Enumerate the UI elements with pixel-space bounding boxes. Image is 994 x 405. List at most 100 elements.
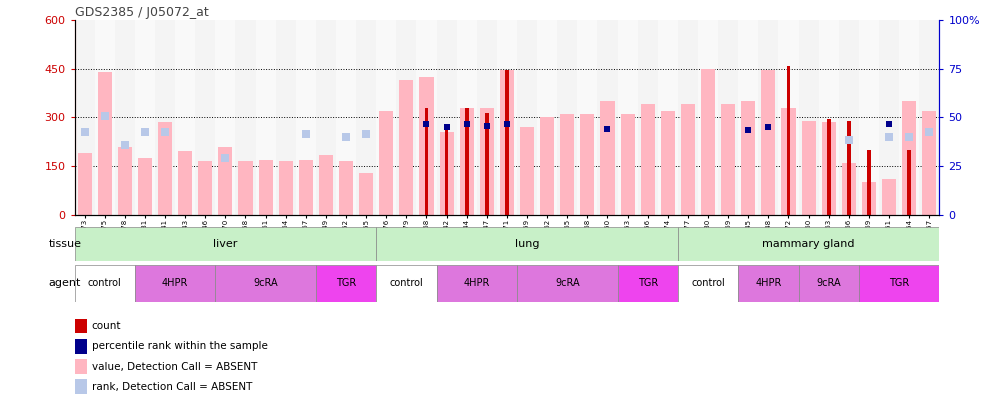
Bar: [739, 265, 798, 302]
Text: 9cRA: 9cRA: [816, 279, 841, 288]
Bar: [537, 20, 558, 215]
Bar: [255, 20, 275, 215]
Bar: [459, 108, 474, 215]
Bar: [638, 20, 658, 215]
Bar: [908, 150, 911, 215]
Bar: [296, 20, 316, 215]
Bar: [178, 151, 192, 215]
Text: mammary gland: mammary gland: [762, 239, 855, 249]
Bar: [822, 122, 836, 215]
Bar: [198, 161, 213, 215]
Bar: [500, 70, 514, 215]
Bar: [661, 111, 675, 215]
Bar: [842, 163, 856, 215]
Bar: [78, 153, 91, 215]
Bar: [216, 20, 236, 215]
Bar: [359, 173, 373, 215]
Text: count: count: [91, 321, 121, 331]
Bar: [798, 20, 819, 215]
Bar: [195, 20, 216, 215]
Bar: [786, 66, 790, 215]
Bar: [75, 379, 86, 394]
Bar: [497, 20, 517, 215]
Bar: [862, 182, 876, 215]
Bar: [94, 20, 114, 215]
Bar: [135, 20, 155, 215]
Text: control: control: [390, 279, 423, 288]
Bar: [138, 158, 152, 215]
Bar: [75, 20, 94, 215]
Bar: [135, 265, 216, 302]
Bar: [561, 114, 575, 215]
Bar: [859, 20, 879, 215]
Bar: [97, 72, 111, 215]
Bar: [505, 70, 509, 215]
Bar: [859, 265, 939, 302]
Text: 9cRA: 9cRA: [555, 279, 580, 288]
Text: value, Detection Call = ABSENT: value, Detection Call = ABSENT: [91, 362, 257, 371]
Bar: [424, 108, 428, 215]
Text: 4HPR: 4HPR: [755, 279, 781, 288]
Bar: [485, 113, 489, 215]
Bar: [801, 121, 816, 215]
Bar: [839, 20, 859, 215]
Bar: [698, 20, 718, 215]
Bar: [114, 20, 135, 215]
Bar: [456, 20, 477, 215]
Bar: [376, 265, 436, 302]
Bar: [75, 319, 86, 333]
Bar: [219, 147, 233, 215]
Bar: [465, 108, 468, 215]
Bar: [339, 161, 353, 215]
Bar: [879, 20, 900, 215]
Text: TGR: TGR: [889, 279, 910, 288]
Bar: [436, 265, 517, 302]
Bar: [540, 117, 555, 215]
Bar: [641, 104, 655, 215]
Text: percentile rank within the sample: percentile rank within the sample: [91, 341, 267, 351]
Bar: [416, 20, 436, 215]
Bar: [721, 104, 736, 215]
Bar: [758, 20, 778, 215]
Bar: [620, 114, 634, 215]
Bar: [336, 20, 356, 215]
Bar: [117, 147, 132, 215]
Bar: [75, 265, 135, 302]
Bar: [480, 108, 494, 215]
Text: control: control: [87, 279, 121, 288]
Text: 9cRA: 9cRA: [253, 279, 278, 288]
Bar: [517, 265, 617, 302]
Bar: [275, 20, 296, 215]
Bar: [701, 69, 715, 215]
Text: 4HPR: 4HPR: [162, 279, 188, 288]
Bar: [617, 265, 678, 302]
Bar: [558, 20, 578, 215]
Bar: [75, 339, 86, 354]
Bar: [819, 20, 839, 215]
Bar: [75, 227, 376, 261]
Bar: [444, 124, 448, 215]
Bar: [761, 70, 775, 215]
Bar: [75, 359, 86, 374]
Bar: [867, 150, 871, 215]
Text: agent: agent: [49, 279, 81, 288]
Text: tissue: tissue: [49, 239, 82, 249]
Bar: [299, 160, 313, 215]
Bar: [397, 20, 416, 215]
Bar: [847, 121, 851, 215]
Bar: [517, 20, 537, 215]
Bar: [678, 20, 698, 215]
Bar: [778, 20, 798, 215]
Bar: [319, 155, 333, 215]
Bar: [617, 20, 638, 215]
Bar: [477, 20, 497, 215]
Bar: [175, 20, 195, 215]
Bar: [376, 227, 678, 261]
Bar: [882, 179, 897, 215]
Text: rank, Detection Call = ABSENT: rank, Detection Call = ABSENT: [91, 382, 252, 392]
Text: control: control: [691, 279, 725, 288]
Bar: [419, 77, 433, 215]
Bar: [781, 108, 795, 215]
Text: liver: liver: [213, 239, 238, 249]
Bar: [278, 161, 293, 215]
